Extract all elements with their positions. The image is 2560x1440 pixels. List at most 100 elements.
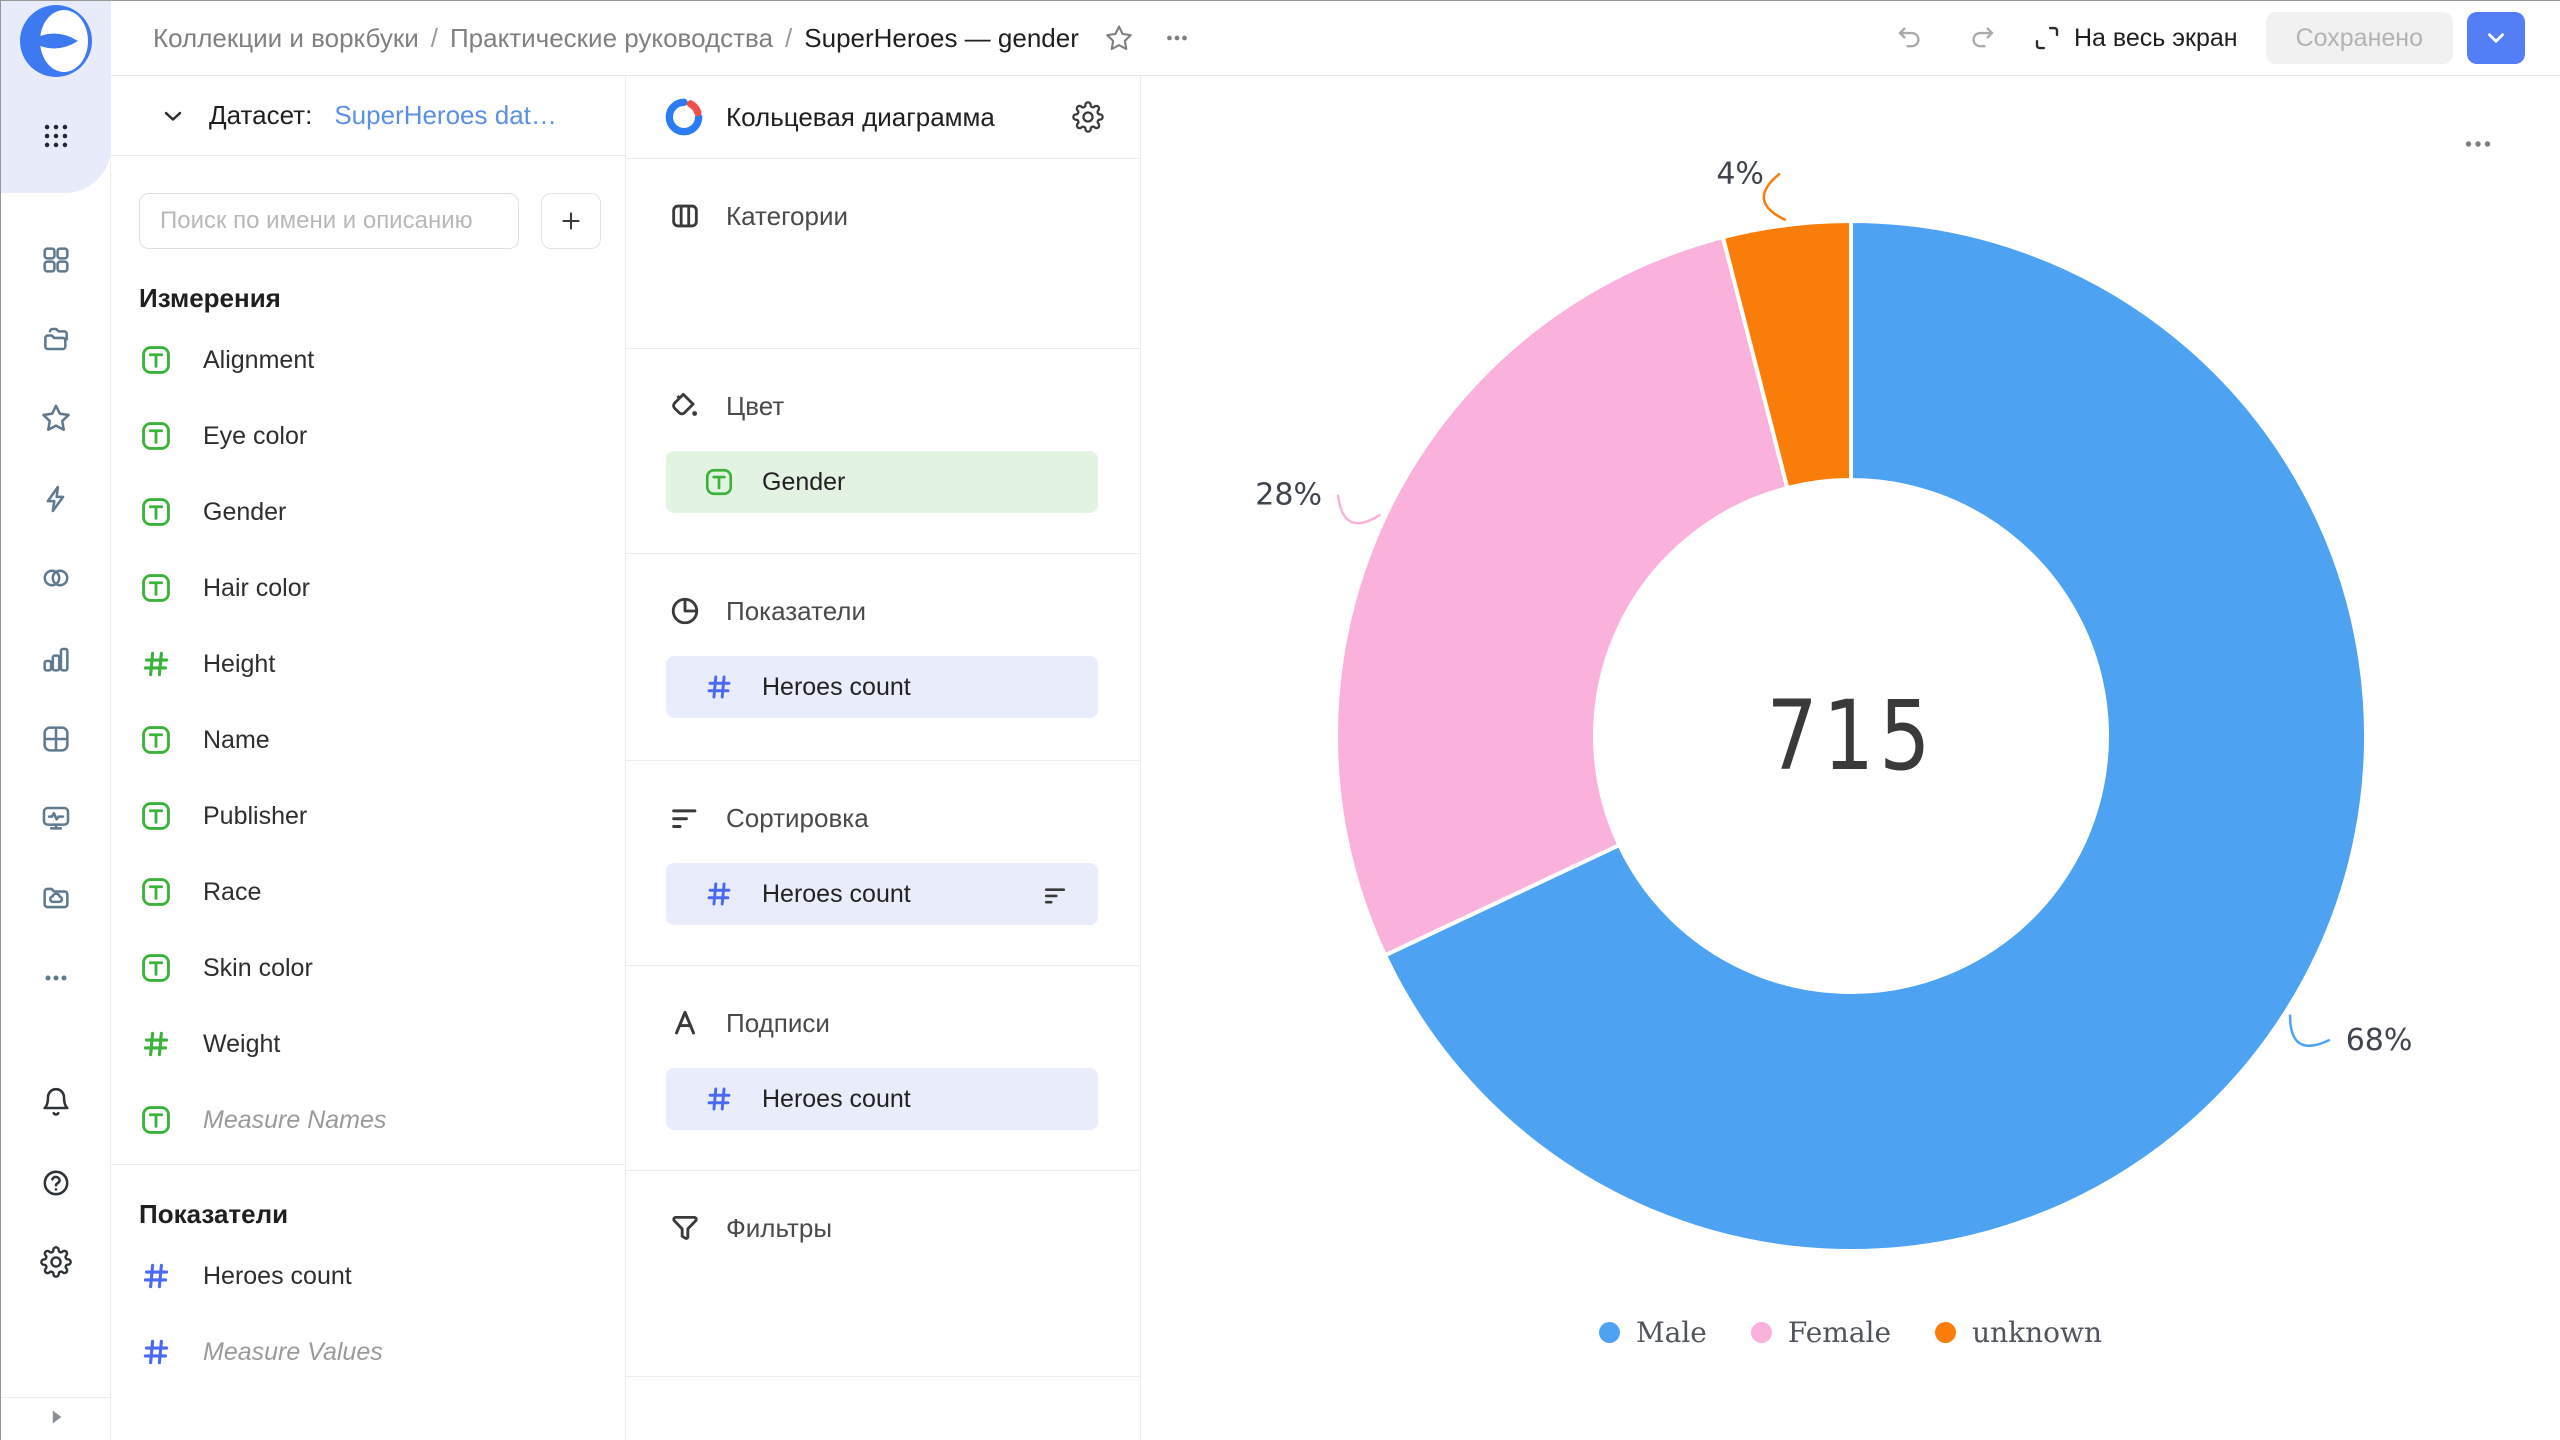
- field-label: Skin color: [203, 954, 313, 983]
- field-search-input[interactable]: [139, 193, 519, 249]
- save-button[interactable]: Сохранено: [2266, 12, 2453, 64]
- section-label: Показатели: [726, 596, 866, 627]
- settings-icon[interactable]: [34, 1240, 78, 1284]
- columns-icon: [668, 199, 702, 233]
- field-row[interactable]: Gender: [111, 474, 625, 550]
- donut-center-total: 715: [1766, 680, 1935, 792]
- color-field-chip[interactable]: Gender: [666, 451, 1098, 513]
- apps-grid-icon[interactable]: [34, 114, 78, 158]
- field-row[interactable]: Publisher: [111, 778, 625, 854]
- add-field-button[interactable]: [541, 193, 601, 249]
- dimensions-list: Alignment Eye color Gender Hair color Height…: [111, 322, 625, 1158]
- number-field-icon: [139, 1335, 173, 1369]
- app-window: Коллекции и воркбуки / Практические руко…: [0, 0, 2560, 1440]
- chart-area: 68%28%4%715 MaleFemaleunknown: [1141, 76, 2560, 1440]
- field-label: Measure Names: [203, 1106, 386, 1135]
- legend-dot: [1599, 1322, 1620, 1343]
- field-row[interactable]: Name: [111, 702, 625, 778]
- collections-icon[interactable]: [34, 317, 78, 361]
- field-row[interactable]: Hair color: [111, 550, 625, 626]
- text-field-icon: [702, 465, 736, 499]
- legend-item-unknown[interactable]: unknown: [1935, 1316, 2102, 1349]
- sort-direction-icon[interactable]: [1038, 877, 1072, 911]
- field-row[interactable]: Heroes count: [111, 1238, 625, 1314]
- donut-slice-Female[interactable]: [1336, 237, 1787, 955]
- text-field-icon: [139, 343, 173, 377]
- breadcrumb-collections[interactable]: Коллекции и воркбуки: [153, 23, 419, 54]
- field-row[interactable]: Measure Names: [111, 1082, 625, 1158]
- monitoring-icon[interactable]: [34, 796, 78, 840]
- number-field-icon: [139, 647, 173, 681]
- field-row[interactable]: Alignment: [111, 322, 625, 398]
- labels-a-icon: [668, 1006, 702, 1040]
- connections-icon[interactable]: [34, 556, 78, 600]
- field-name: Heroes count: [762, 1085, 1072, 1114]
- breadcrumb-more-icon[interactable]: [1155, 16, 1199, 60]
- section-label: Категории: [726, 201, 848, 232]
- field-label: Alignment: [203, 346, 314, 375]
- data-label: 4%: [1716, 156, 1764, 191]
- field-row[interactable]: Race: [111, 854, 625, 930]
- dataset-name-link[interactable]: SuperHeroes dat…: [334, 100, 557, 131]
- pie-chart-icon: [668, 594, 702, 628]
- number-field-icon: [139, 1027, 173, 1061]
- notifications-icon[interactable]: [34, 1080, 78, 1124]
- dataset-label: Датасет:: [209, 100, 312, 131]
- number-field-icon: [702, 670, 736, 704]
- section-label: Сортировка: [726, 803, 869, 834]
- field-name: Heroes count: [762, 880, 1012, 909]
- legend-item-Female[interactable]: Female: [1751, 1316, 1891, 1349]
- sort-field-chip[interactable]: Heroes count: [666, 863, 1098, 925]
- rail-footer: [1, 1397, 111, 1440]
- dataset-header: Датасет: SuperHeroes dat…: [111, 76, 625, 156]
- fullscreen-label: На весь экран: [2074, 24, 2238, 53]
- number-field-icon: [139, 1259, 173, 1293]
- donut-chart: 68%28%4%715: [1141, 76, 2560, 1306]
- field-row[interactable]: Skin color: [111, 930, 625, 1006]
- breadcrumb-separator: /: [431, 23, 438, 54]
- breadcrumb-guides[interactable]: Практические руководства: [450, 23, 773, 54]
- chevron-down-icon: [2483, 25, 2509, 51]
- text-field-icon: [139, 1103, 173, 1137]
- help-icon[interactable]: [34, 1161, 78, 1205]
- chevron-down-icon[interactable]: [159, 102, 187, 130]
- field-label: Measure Values: [203, 1338, 383, 1367]
- field-name: Heroes count: [762, 673, 1072, 702]
- labels-field-chip[interactable]: Heroes count: [666, 1068, 1098, 1130]
- expand-panel-icon[interactable]: [43, 1404, 69, 1435]
- field-row[interactable]: Measure Values: [111, 1314, 625, 1390]
- legend-item-Male[interactable]: Male: [1599, 1316, 1707, 1349]
- chart-legend: Male Female unknown: [1141, 1316, 2560, 1349]
- fullscreen-button[interactable]: На весь экран: [2032, 23, 2238, 53]
- undo-icon[interactable]: [1888, 16, 1932, 60]
- field-row[interactable]: Height: [111, 626, 625, 702]
- paint-bucket-icon: [668, 389, 702, 423]
- section-label: Фильтры: [726, 1213, 832, 1244]
- field-row[interactable]: Weight: [111, 1006, 625, 1082]
- chart-settings-gear-icon[interactable]: [1066, 95, 1110, 139]
- tables-icon[interactable]: [34, 717, 78, 761]
- field-label: Gender: [203, 498, 286, 527]
- field-label: Race: [203, 878, 261, 907]
- data-label-connector: [1338, 495, 1381, 524]
- chart-type-title: Кольцевая диаграмма: [726, 102, 1044, 133]
- cloud-storage-icon[interactable]: [34, 876, 78, 920]
- measure-field-chip[interactable]: Heroes count: [666, 656, 1098, 718]
- favorite-star-icon[interactable]: [1097, 16, 1141, 60]
- redo-icon[interactable]: [1960, 16, 2004, 60]
- save-dropdown-button[interactable]: [2467, 12, 2525, 64]
- number-field-icon: [702, 1082, 736, 1116]
- text-field-icon: [139, 495, 173, 529]
- field-label: Hair color: [203, 574, 310, 603]
- quick-actions-icon[interactable]: [34, 477, 78, 521]
- donut-chart-type-icon[interactable]: [664, 97, 704, 137]
- datalens-logo[interactable]: [18, 3, 94, 79]
- panel-divider: [111, 1164, 625, 1165]
- charts-icon[interactable]: [34, 637, 78, 681]
- field-row[interactable]: Eye color: [111, 398, 625, 474]
- more-icon[interactable]: [34, 956, 78, 1000]
- text-field-icon: [139, 571, 173, 605]
- text-field-icon: [139, 723, 173, 757]
- dashboard-icon[interactable]: [34, 238, 78, 282]
- favorites-icon[interactable]: [34, 396, 78, 440]
